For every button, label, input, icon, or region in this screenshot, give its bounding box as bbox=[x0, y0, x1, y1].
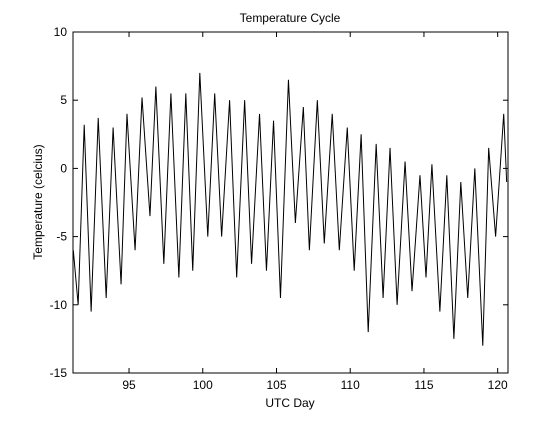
x-tick-label: 120 bbox=[488, 378, 508, 392]
y-tick-label: 0 bbox=[60, 161, 67, 175]
y-tick-label: -10 bbox=[50, 298, 68, 312]
x-tick-label: 100 bbox=[193, 378, 213, 392]
temperature-line bbox=[72, 72, 508, 346]
x-tick-label: 95 bbox=[122, 378, 136, 392]
x-axis-label: UTC Day bbox=[265, 396, 314, 410]
y-axis-label: Temperature (celcius) bbox=[31, 144, 45, 259]
y-tick-label: -5 bbox=[56, 230, 67, 244]
chart-title: Temperature Cycle bbox=[240, 11, 341, 25]
axes-box bbox=[72, 31, 509, 374]
x-tick-label: 105 bbox=[266, 378, 286, 392]
x-tick-label: 110 bbox=[341, 378, 360, 392]
y-tick-label: 10 bbox=[54, 25, 68, 39]
x-tick-label: 115 bbox=[414, 378, 433, 392]
y-tick-label: -15 bbox=[50, 366, 68, 380]
y-tick-label: 5 bbox=[60, 93, 67, 107]
